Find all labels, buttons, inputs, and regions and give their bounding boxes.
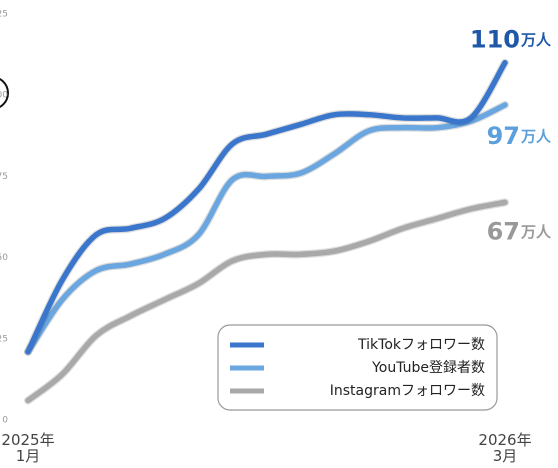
- series-line: [25, 102, 508, 355]
- series-line: [25, 59, 508, 355]
- y-tick-label: 100: [0, 91, 8, 101]
- legend-label: Instagramフォロワー数: [330, 383, 485, 399]
- x-tick-label: 2025年 1月: [1, 431, 55, 465]
- end-label-number: 97: [487, 122, 520, 150]
- legend-box: [217, 324, 498, 411]
- end-label-number: 110: [470, 26, 520, 54]
- series-line: [25, 199, 508, 404]
- end-label: 67万人: [487, 217, 552, 245]
- y-tick-label: 50: [0, 253, 8, 263]
- series-line-shadow: [24, 58, 509, 356]
- y-tick-label: 25: [0, 334, 8, 344]
- end-label-unit: 万人: [520, 223, 552, 241]
- legend-label: TikTokフォロワー数: [357, 337, 485, 353]
- end-label: 97万人: [487, 122, 552, 150]
- end-label: 110万人: [470, 26, 552, 54]
- end-label-unit: 万人: [520, 127, 552, 145]
- end-label-number: 67: [487, 217, 520, 245]
- y-tick-label: 0: [2, 416, 8, 426]
- y-tick-label: 75: [0, 172, 8, 182]
- x-tick-label: 2026年 3月: [478, 431, 532, 465]
- end-label-unit: 万人: [520, 31, 552, 49]
- y-tick-label: 125: [0, 10, 8, 20]
- edge-artifact: [0, 78, 9, 108]
- legend-label: YouTube登録者数: [371, 360, 485, 376]
